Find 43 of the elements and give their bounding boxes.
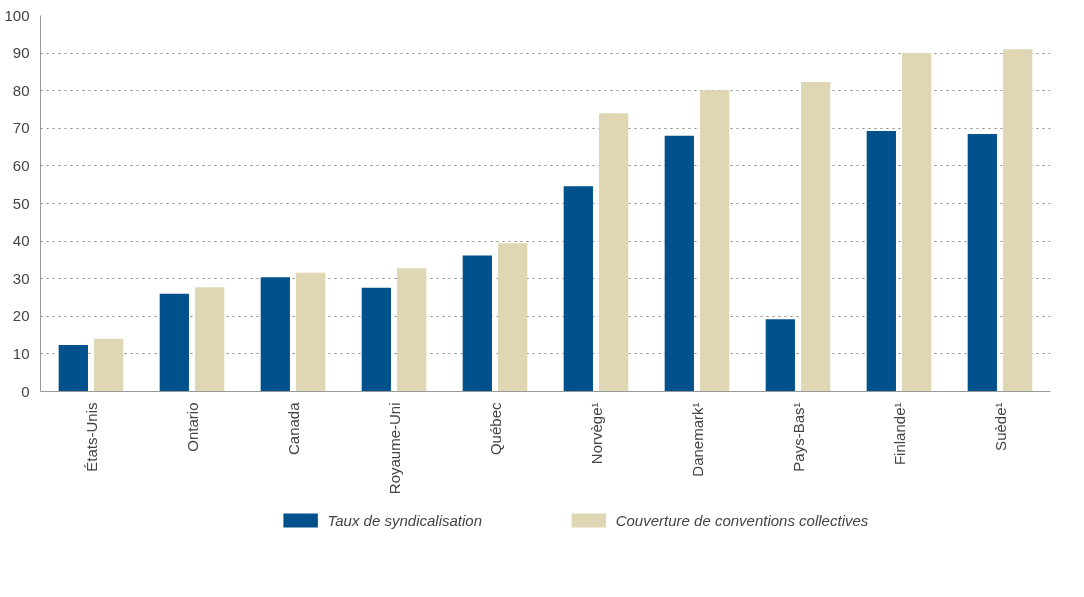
- bar: [159, 293, 189, 392]
- x-tick-label: Canada: [284, 401, 302, 456]
- bar: [498, 243, 528, 392]
- bar: [260, 277, 290, 392]
- bar: [563, 186, 593, 392]
- y-tick-label: 70: [12, 119, 30, 137]
- legend-label: Taux de syndicalisation: [327, 512, 483, 529]
- x-tick-label: Finlande¹: [890, 402, 908, 466]
- y-tick-label: 90: [12, 44, 30, 62]
- x-tick-label: Suède¹: [991, 402, 1009, 451]
- bar: [195, 287, 225, 392]
- y-tick-label: 60: [12, 156, 30, 174]
- x-tick-label: Danemark¹: [688, 402, 706, 477]
- bar: [361, 287, 391, 392]
- legend-label: Couverture de conventions collectives: [615, 512, 869, 529]
- y-tick-label: 30: [12, 269, 30, 287]
- y-tick-label: 40: [12, 232, 30, 250]
- x-tick-label: États-Unis: [82, 402, 100, 472]
- bar: [296, 272, 326, 392]
- bar: [599, 113, 629, 392]
- x-tick-label: Norvège¹: [587, 402, 605, 465]
- y-tick-label: 20: [12, 307, 30, 325]
- bar: [462, 255, 492, 392]
- bar: [866, 130, 896, 392]
- bar: [700, 90, 730, 392]
- y-tick-label: 80: [12, 81, 30, 99]
- bar: [765, 319, 795, 392]
- y-tick-label: 0: [21, 382, 30, 400]
- bar: [58, 344, 88, 392]
- y-tick-label: 50: [12, 194, 30, 212]
- bar: [801, 82, 831, 392]
- x-tick-label: Ontario: [183, 402, 201, 452]
- x-tick-label: Pays-Bas¹: [789, 402, 807, 472]
- y-tick-label: 10: [12, 344, 30, 362]
- x-tick-label: Royaume-Uni: [385, 402, 403, 495]
- bar: [397, 268, 427, 392]
- bar: [1003, 49, 1033, 392]
- bar: [967, 133, 997, 392]
- x-tick-label: Québec: [486, 402, 504, 456]
- bar: [94, 338, 124, 392]
- y-tick-label: 100: [4, 6, 30, 24]
- bar: [902, 53, 932, 392]
- bar: [664, 135, 694, 392]
